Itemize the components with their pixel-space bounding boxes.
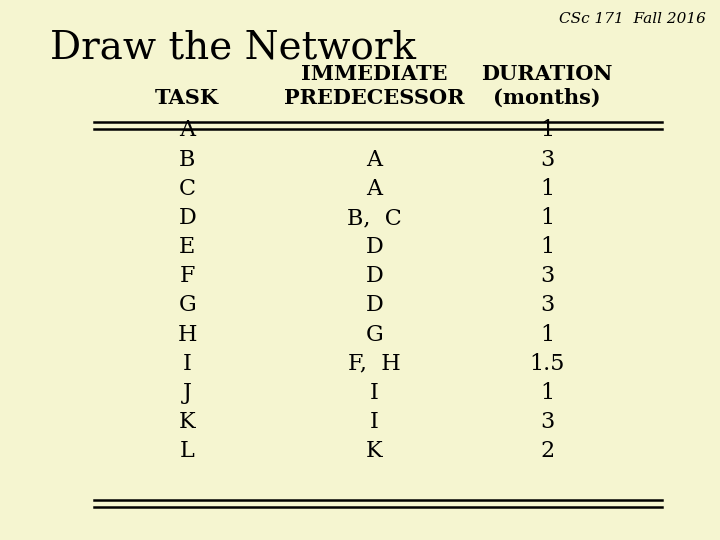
Text: (months): (months) (493, 88, 601, 108)
Text: DURATION: DURATION (482, 64, 613, 84)
Text: 2: 2 (540, 440, 554, 462)
Text: 1: 1 (540, 382, 554, 404)
Text: CSc 171  Fall 2016: CSc 171 Fall 2016 (559, 12, 706, 26)
Text: Draw the Network: Draw the Network (50, 30, 416, 67)
Text: B: B (179, 148, 195, 171)
Text: TASK: TASK (156, 88, 219, 108)
Text: C: C (179, 178, 196, 200)
Text: I: I (370, 411, 379, 433)
Text: D: D (366, 236, 383, 258)
Text: 1.5: 1.5 (529, 353, 565, 375)
Text: 1: 1 (540, 236, 554, 258)
Text: A: A (179, 119, 195, 141)
Text: 3: 3 (540, 411, 554, 433)
Text: 3: 3 (540, 265, 554, 287)
Text: I: I (370, 382, 379, 404)
Text: F,  H: F, H (348, 353, 401, 375)
Text: 1: 1 (540, 323, 554, 346)
Text: D: D (366, 294, 383, 316)
Text: D: D (366, 265, 383, 287)
Text: H: H (177, 323, 197, 346)
Text: 1: 1 (540, 178, 554, 200)
Text: F: F (179, 265, 195, 287)
Text: G: G (366, 323, 383, 346)
Text: I: I (183, 353, 192, 375)
Text: IMMEDIATE: IMMEDIATE (301, 64, 448, 84)
Text: J: J (183, 382, 192, 404)
Text: 3: 3 (540, 294, 554, 316)
Text: 3: 3 (540, 148, 554, 171)
Text: G: G (179, 294, 196, 316)
Text: A: A (366, 148, 382, 171)
Text: L: L (180, 440, 194, 462)
Text: PREDECESSOR: PREDECESSOR (284, 88, 464, 108)
Text: A: A (366, 178, 382, 200)
Text: 1: 1 (540, 119, 554, 141)
Text: B,  C: B, C (347, 207, 402, 229)
Text: K: K (179, 411, 196, 433)
Text: K: K (366, 440, 383, 462)
Text: D: D (179, 207, 196, 229)
Text: 1: 1 (540, 207, 554, 229)
Text: E: E (179, 236, 195, 258)
